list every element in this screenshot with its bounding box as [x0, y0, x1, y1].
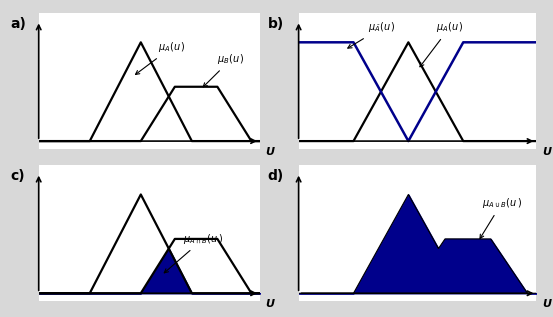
Text: $\bfit{U}$: $\bfit{U}$ — [265, 145, 276, 157]
Text: $\mu_{A}(u\,)$: $\mu_{A}(u\,)$ — [420, 21, 463, 67]
Text: a): a) — [10, 17, 26, 31]
Text: $\bfit{U}$: $\bfit{U}$ — [542, 297, 552, 309]
Text: $\bfit{U}$: $\bfit{U}$ — [265, 297, 276, 309]
Text: $\mu_{A}(u\,)$: $\mu_{A}(u\,)$ — [135, 40, 186, 74]
Text: b): b) — [268, 17, 284, 31]
Text: $\mu_{A\cup B}(u\,)$: $\mu_{A\cup B}(u\,)$ — [480, 196, 521, 238]
Text: $\mu_{A\cap B}(u\,)$: $\mu_{A\cap B}(u\,)$ — [164, 232, 223, 273]
Text: d): d) — [268, 169, 284, 183]
Text: $\mu_{B}(u\,)$: $\mu_{B}(u\,)$ — [203, 52, 245, 87]
Text: c): c) — [10, 169, 24, 183]
Text: $\mu_{\bar{A}}(u\,)$: $\mu_{\bar{A}}(u\,)$ — [348, 21, 396, 48]
Text: $\bfit{U}$: $\bfit{U}$ — [542, 145, 552, 157]
